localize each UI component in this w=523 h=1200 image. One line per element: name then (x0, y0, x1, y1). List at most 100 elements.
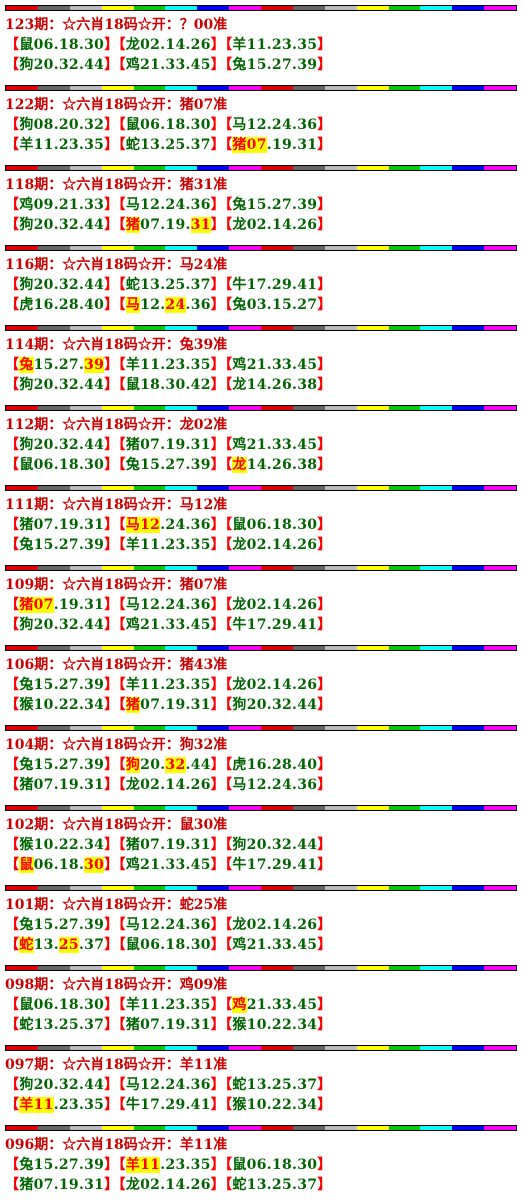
divider-segment (229, 1046, 261, 1050)
issue-block: 116期：☆六肖18码☆开：马24准 【狗20.32.44】【蛇13.25.37】… (0, 240, 523, 320)
pick-item: 【牛17.29.41】 (225, 617, 332, 633)
pick-text: 兔15.27.39 (19, 1157, 105, 1173)
divider-segment (388, 326, 421, 330)
bracket: 】 (317, 617, 332, 633)
pick-item: 【狗20.32.44】 (5, 217, 119, 233)
divider-segment (229, 886, 261, 890)
divider-segment (229, 406, 261, 410)
divider-segment (261, 246, 293, 250)
bracket: 【 (118, 357, 126, 373)
divider-segment (37, 86, 70, 90)
issue-block: 101期：☆六肖18码☆开：蛇25准 【兔15.27.39】【马12.24.36】… (0, 880, 523, 960)
pick-item: 【羊11.23.35】 (119, 997, 226, 1013)
hit-highlight: 39 (84, 357, 105, 373)
pick-item: 【猪07.19.31】 (5, 777, 119, 793)
pick-text: 羊11.23.35 (125, 677, 211, 693)
divider-segment (388, 1046, 421, 1050)
divider-segment (388, 166, 421, 170)
bracket: 【 (225, 1077, 233, 1093)
bracket: 】 (317, 57, 332, 73)
pick-item: 【牛17.29.41】 (119, 1097, 226, 1113)
bracket: 】 (210, 597, 226, 613)
bracket: 【 (5, 1097, 20, 1113)
pick-text: 猴10.22.34 (19, 697, 105, 713)
divider-segment (261, 1126, 293, 1130)
pick-row: 【狗20.32.44】【马12.24.36】【蛇13.25.37】 (5, 1075, 523, 1095)
bracket: 】 (210, 937, 226, 953)
bracket: 】 (104, 597, 119, 613)
issue-title: 111期：☆六肖18码☆开：马12准 (5, 497, 228, 513)
divider-segment (261, 806, 293, 810)
divider-segment (261, 966, 293, 970)
pick-item: 【龙02.14.26】 (119, 1177, 226, 1193)
bracket: 【 (118, 1097, 126, 1113)
divider-segment (37, 1046, 70, 1050)
bracket: 【 (225, 57, 233, 73)
pick-item: 【蛇13.25.37】 (5, 937, 119, 953)
divider-segment (37, 726, 70, 730)
pick-text: 兔15.27.39 (232, 57, 318, 73)
divider-segment (165, 86, 198, 90)
divider-segment (388, 6, 421, 10)
bracket: 【 (225, 277, 233, 293)
bracket: 】 (104, 57, 119, 73)
pick-item: 【虎16.28.40】 (5, 297, 119, 313)
pick-row: 【兔15.27.39】【羊11.23.35】【龙02.14.26】 (5, 535, 523, 555)
divider-segment (101, 726, 134, 730)
pick-text: 鸡21.33.45 (232, 937, 318, 953)
bracket: 】 (317, 1157, 332, 1173)
bracket: 【 (118, 917, 126, 933)
pick-text: 狗20.32.44 (19, 217, 105, 233)
pick-text: 狗08.20.32 (19, 117, 105, 133)
rainbow-divider (5, 965, 517, 971)
pick-item: 【鼠06.18.30】 (5, 997, 119, 1013)
divider-segment (452, 246, 485, 250)
hit-highlight: 马12 (125, 517, 161, 533)
bracket: 【 (118, 37, 126, 53)
pick-item: 【龙02.14.26】 (225, 917, 332, 933)
bracket: 】 (317, 1077, 332, 1093)
divider-segment (37, 1126, 70, 1130)
issue-block: 114期：☆六肖18码☆开：兔39准 【兔15.27.39】【羊11.23.35】… (0, 320, 523, 400)
bracket: 【 (118, 837, 126, 853)
divider-segment (356, 6, 389, 10)
divider-segment (69, 246, 102, 250)
bracket: 【 (118, 377, 126, 393)
divider-segment (484, 406, 516, 410)
pick-text: 牛17.29.41 (125, 1097, 211, 1113)
issue-block: 111期：☆六肖18码☆开：马12准 【猪07.19.31】【马12.24.36】… (0, 480, 523, 560)
bracket: 【 (225, 537, 233, 553)
rainbow-divider (5, 325, 517, 331)
pick-text: 鸡21.33.45 (125, 57, 211, 73)
bracket: 【 (5, 377, 20, 393)
hit-highlight: 羊11 (19, 1097, 54, 1113)
divider-segment (133, 966, 166, 970)
divider-segment (101, 1126, 134, 1130)
bracket: 【 (225, 357, 233, 373)
bracket: 】 (104, 37, 119, 53)
divider-segment (133, 806, 166, 810)
bracket: 【 (5, 137, 20, 153)
bracket: 【 (118, 437, 126, 453)
pick-item: 【猪07.19.31】 (5, 597, 119, 613)
pick-item: 【鼠06.18.30】 (5, 857, 119, 873)
divider-segment (388, 646, 421, 650)
pick-item: 【马12.24.36】 (119, 517, 226, 533)
pick-item: 【蛇13.25.37】 (119, 137, 226, 153)
bracket: 【 (225, 777, 233, 793)
divider-segment (165, 1126, 198, 1130)
pick-item: 【猪07.19.31】 (119, 437, 226, 453)
divider-segment (388, 486, 421, 490)
divider-segment (165, 806, 198, 810)
divider-segment (69, 166, 102, 170)
pick-item: 【鼠06.18.30】 (5, 457, 119, 473)
pick-item: 【鸡21.33.45】 (119, 57, 226, 73)
pick-text: 虎16.28.40 (19, 297, 105, 313)
rainbow-divider (5, 565, 517, 571)
pick-text: 21.33.45 (246, 997, 318, 1013)
pick-item: 【兔15.27.39】 (5, 917, 119, 933)
divider-segment (197, 6, 230, 10)
bracket: 【 (118, 1177, 126, 1193)
bracket: 【 (225, 597, 233, 613)
bracket: 】 (210, 857, 226, 873)
